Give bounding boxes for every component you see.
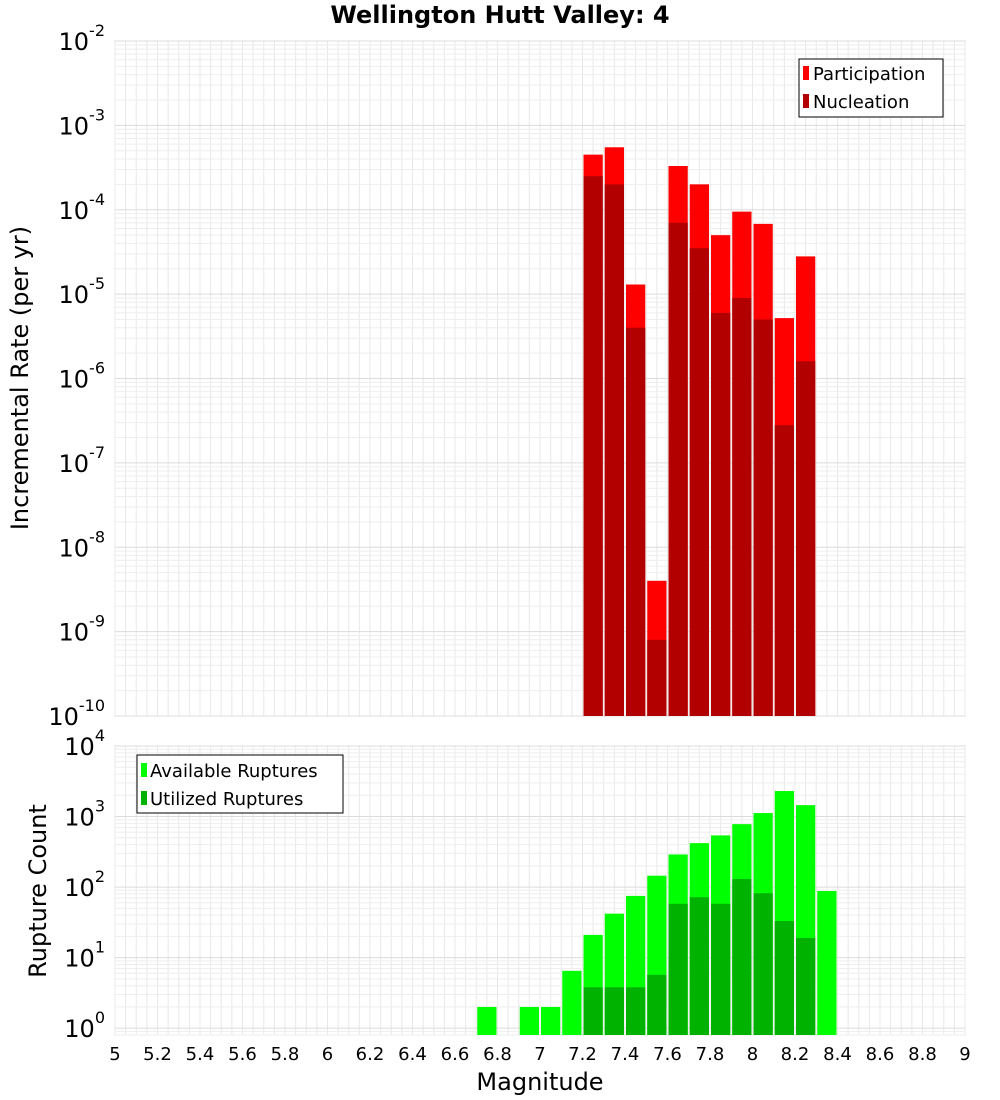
bar-nucleation (583, 176, 603, 716)
x-tick-label: 7.6 (653, 1044, 682, 1065)
bar-available-ruptures (562, 970, 582, 1035)
bar-utilized-ruptures (753, 893, 773, 1035)
bar-nucleation (689, 248, 709, 717)
bar-utilized-ruptures (647, 974, 667, 1035)
bar-utilized-ruptures (732, 879, 752, 1035)
bar-utilized-ruptures (774, 921, 794, 1035)
x-tick-label: 6 (322, 1044, 333, 1065)
legend-label-utilized-ruptures: Utilized Ruptures (150, 789, 303, 810)
x-tick-label: 6.4 (398, 1044, 427, 1065)
bar-nucleation (796, 361, 816, 716)
bar-utilized-ruptures (689, 897, 709, 1035)
bar-available-ruptures (817, 890, 837, 1035)
top-grid (114, 40, 966, 717)
top-y-axis-label: Incremental Rate (per yr) (6, 226, 34, 530)
y-tick-label: 102 (64, 867, 105, 902)
x-ticks: 5 5.2 5.4 5.6 5.8 6 6.2 6.4 6.6 6.8 7 7.2 7.4 7.6 7.8 8… (109, 1044, 970, 1065)
bar-utilized-ruptures (711, 903, 731, 1035)
bar-utilized-ruptures (604, 987, 624, 1035)
y-tick-label: 104 (64, 726, 105, 761)
bar-nucleation (647, 639, 667, 716)
x-tick-label: 8.2 (781, 1044, 810, 1065)
x-tick-label: 5 (109, 1044, 120, 1065)
x-tick-label: 5.4 (186, 1044, 215, 1065)
bar-nucleation (668, 222, 688, 716)
x-tick-label: 6.6 (441, 1044, 470, 1065)
y-tick-label: 10-8 (59, 527, 106, 562)
bottom-panel: 100 101 102 103 104 5 5.2 5.4 5.6 5.8 6 6.2 6.4 6.6 6… (24, 726, 971, 1096)
x-tick-label: 7.2 (568, 1044, 597, 1065)
y-tick-label: 10-6 (59, 359, 106, 394)
bottom-bars (477, 791, 837, 1035)
bottom-y-axis-label: Rupture Count (24, 804, 52, 978)
y-tick-label: 103 (64, 797, 105, 832)
bar-utilized-ruptures (626, 987, 646, 1035)
x-tick-label: 9 (959, 1044, 970, 1065)
bar-nucleation (604, 184, 624, 717)
x-tick-label: 8.6 (866, 1044, 895, 1065)
y-tick-label: 10-9 (59, 612, 106, 647)
y-tick-label: 10-2 (59, 21, 106, 56)
bottom-legend: Available Ruptures Utilized Ruptures (136, 754, 344, 814)
legend-swatch-participation (803, 66, 809, 80)
bar-available-ruptures (519, 1006, 539, 1035)
x-tick-label: 5.2 (143, 1044, 172, 1065)
y-tick-label: 10-3 (59, 105, 106, 140)
x-tick-label: 8 (747, 1044, 758, 1065)
bar-utilized-ruptures (668, 903, 688, 1035)
bar-nucleation (774, 425, 794, 716)
bar-available-ruptures (541, 1006, 561, 1035)
y-tick-label: 10-4 (59, 190, 106, 225)
legend-label-nucleation: Nucleation (813, 92, 909, 113)
y-tick-label: 100 (64, 1008, 105, 1043)
legend-label-participation: Participation (813, 64, 925, 85)
legend-swatch-nucleation (803, 94, 809, 108)
bar-utilized-ruptures (583, 987, 603, 1035)
x-tick-label: 6.2 (356, 1044, 385, 1065)
y-tick-label: 10-5 (59, 274, 106, 309)
x-tick-label: 5.8 (271, 1044, 300, 1065)
y-tick-label: 101 (64, 938, 105, 973)
top-legend: Participation Nucleation (798, 58, 944, 118)
bar-utilized-ruptures (796, 937, 816, 1035)
y-tick-label: 10-10 (48, 696, 105, 731)
x-axis-label: Magnitude (476, 1068, 603, 1096)
bar-nucleation (732, 297, 752, 716)
bottom-y-ticks: 100 101 102 103 104 (64, 726, 105, 1043)
x-tick-label: 8.4 (823, 1044, 852, 1065)
bar-available-ruptures (477, 1006, 497, 1035)
x-tick-label: 8.8 (908, 1044, 937, 1065)
x-tick-label: 7.4 (611, 1044, 640, 1065)
bar-nucleation (753, 319, 773, 716)
legend-swatch-available-ruptures (141, 763, 147, 777)
bar-nucleation (711, 312, 731, 716)
x-tick-label: 7 (534, 1044, 545, 1065)
bar-nucleation (626, 327, 646, 716)
top-y-ticks: 10-10 10-9 10-8 10-7 10-6 10-5 10-4 10-3 10-2 (48, 21, 105, 731)
top-legend-box (798, 58, 944, 118)
x-tick-label: 6.8 (483, 1044, 512, 1065)
legend-swatch-utilized-ruptures (141, 791, 147, 805)
legend-label-available-ruptures: Available Ruptures (150, 761, 318, 782)
top-bars (583, 147, 816, 717)
x-tick-label: 7.8 (696, 1044, 725, 1065)
bottom-legend-box (136, 754, 344, 814)
top-panel: 10-10 10-9 10-8 10-7 10-6 10-5 10-4 10-3 10-2 In… (6, 21, 966, 731)
x-tick-label: 5.6 (228, 1044, 257, 1065)
chart-title: Wellington Hutt Valley: 4 (330, 1, 669, 29)
y-tick-label: 10-7 (59, 443, 106, 478)
